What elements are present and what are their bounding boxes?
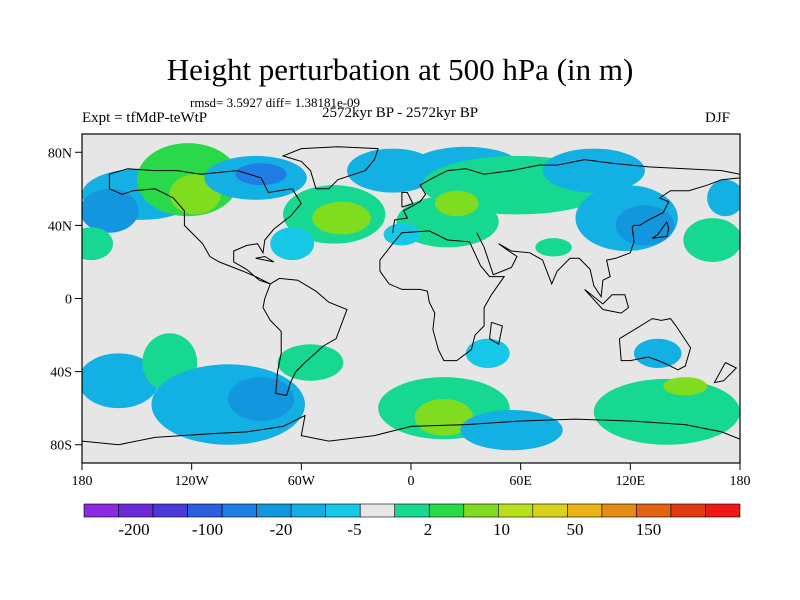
y-tick-label: 0 <box>65 293 72 308</box>
coastline <box>584 289 630 314</box>
y-tick-label: 40N <box>48 219 72 234</box>
colorbar-swatch <box>705 503 741 518</box>
colorbar-swatch <box>152 503 188 518</box>
anomaly-region <box>82 227 114 261</box>
colorbar-swatch <box>256 503 292 518</box>
anomaly-region <box>465 338 510 368</box>
coastline <box>476 177 740 299</box>
y-tick-label: 80S <box>50 439 72 454</box>
coastline <box>82 414 740 446</box>
coastline <box>392 159 740 233</box>
x-tick-label: 60W <box>288 474 316 489</box>
anomaly-region <box>542 148 645 193</box>
chart-title: Height perturbation at 500 hPa (in m) <box>166 52 634 87</box>
coastline <box>379 230 506 362</box>
anomaly-region <box>82 353 159 409</box>
coastline <box>401 192 414 208</box>
coastlines <box>82 146 740 446</box>
colorbar-swatch <box>221 503 257 518</box>
anomaly-region <box>312 201 371 235</box>
stats-text: rmsd= 3.5927 diff= 1.38181e-09 <box>190 95 361 110</box>
colorbar-label: -100 <box>192 520 223 539</box>
x-tick-label: 0 <box>408 474 415 489</box>
x-tick-label: 120W <box>175 474 210 489</box>
coastline <box>652 221 670 239</box>
coastline <box>108 168 302 285</box>
colorbar-swatch <box>636 503 672 518</box>
colorbar-swatch <box>187 503 223 518</box>
left-label: Expt = tfMdP-teWtP <box>82 110 208 126</box>
colorbar-swatch <box>325 503 361 518</box>
anomaly-region <box>235 163 287 186</box>
coastline <box>713 362 738 384</box>
anomaly-region <box>228 377 295 421</box>
colorbar-swatch <box>601 503 637 518</box>
colorbar-swatch <box>567 503 603 518</box>
colorbar-swatch <box>83 503 119 518</box>
colorbar-swatch <box>359 503 396 518</box>
anomaly-region <box>82 188 139 233</box>
colorbar-label: -200 <box>118 520 149 539</box>
anomaly-region <box>277 344 344 381</box>
anomaly-region <box>615 205 675 246</box>
anomaly-region <box>663 377 708 396</box>
y-tick-label: 80N <box>48 146 72 161</box>
colorbar: -200 -100 -20 -5 2 10 50 150 <box>83 503 741 539</box>
colorbar-swatch <box>463 503 499 518</box>
anomaly-region <box>270 227 315 261</box>
colorbar-swatch <box>498 503 534 518</box>
anomaly-field <box>82 143 740 451</box>
x-tick-label: 120E <box>616 474 646 489</box>
x-tick-label: 180 <box>730 474 751 489</box>
anomaly-region <box>633 338 682 368</box>
colorbar-swatch <box>670 503 706 518</box>
anomaly-region <box>460 409 563 451</box>
x-tick-label: 60E <box>509 474 532 489</box>
colorbar-label: -5 <box>347 520 361 539</box>
anomaly-region <box>414 399 474 436</box>
colorbar-label: 10 <box>493 520 510 539</box>
colorbar-label: -20 <box>270 520 293 539</box>
colorbar-swatch <box>428 503 465 518</box>
coastline <box>618 318 692 371</box>
anomaly-region <box>707 179 740 217</box>
axis-ticks: 180 120W 60W 0 60E 120E 180 80N 40N 0 40S 80S <box>48 146 751 489</box>
x-tick-label: 180 <box>72 474 93 489</box>
colorbar-swatch <box>394 503 430 518</box>
colorbar-label: 150 <box>636 520 662 539</box>
center-label: 2572kyr BP - 2572kyr BP <box>322 105 479 121</box>
anomaly-region <box>383 223 421 246</box>
y-tick-label: 40S <box>50 366 72 381</box>
coastline <box>255 255 275 263</box>
colorbar-swatch <box>290 503 326 518</box>
coastline <box>262 277 348 396</box>
colorbar-label: 2 <box>424 520 433 539</box>
colorbar-label: 50 <box>567 520 584 539</box>
coastline <box>489 321 503 345</box>
anomaly-region <box>683 218 740 262</box>
colorbar-swatch <box>532 503 568 518</box>
anomaly-region <box>434 190 479 217</box>
colorbar-swatch <box>118 503 154 518</box>
anomaly-region <box>535 238 572 257</box>
right-label: DJF <box>705 110 731 126</box>
coastline <box>281 146 379 190</box>
